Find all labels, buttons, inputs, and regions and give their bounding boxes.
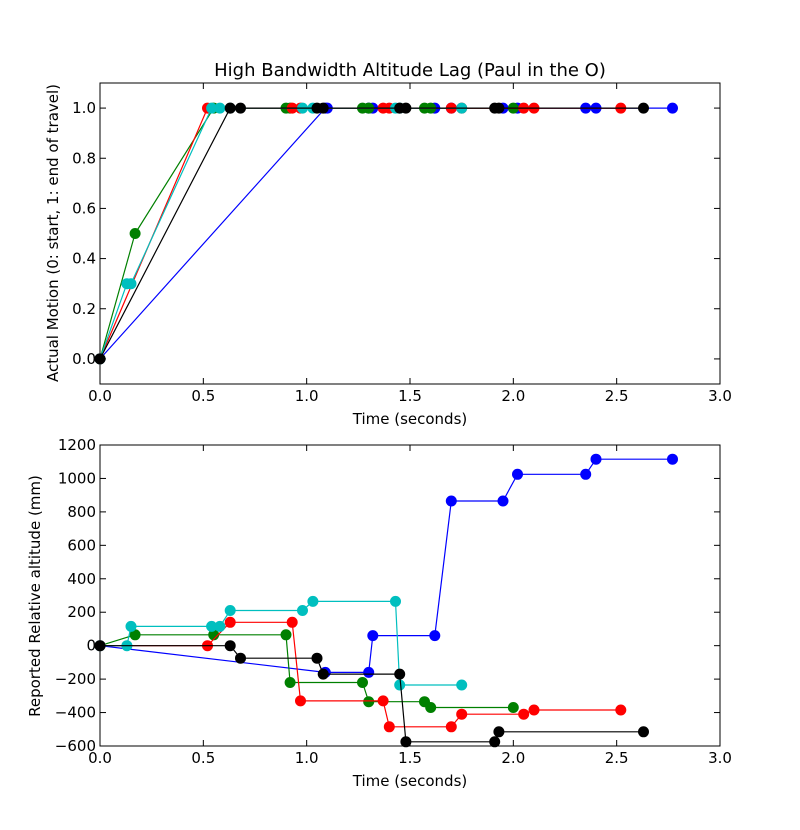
motion-green-point <box>129 228 141 239</box>
altitude-black-point <box>489 736 501 748</box>
altitude-cyan-point <box>214 620 226 632</box>
altitude-cyan-point <box>297 605 308 616</box>
altitude-chart: 0.0 0.5 1.0 1.5 2.0 2.5 3.0 −600 −400 −200 0 200 40… <box>26 436 732 790</box>
altitude-blue-point <box>590 453 602 465</box>
motion-black-point <box>638 102 649 114</box>
altitude-x-tick-label: 2.5 <box>605 749 629 767</box>
altitude-x-tick-label: 1.0 <box>295 749 319 767</box>
altitude-blue-point <box>445 495 457 507</box>
altitude-green-point <box>507 702 519 713</box>
altitude-black-point <box>493 726 505 738</box>
altitude-green-point <box>425 702 437 713</box>
motion-x-axis-label: Time (seconds) <box>352 410 468 428</box>
altitude-x-tick-label: 1.5 <box>398 749 422 767</box>
altitude-x-tick-label: 0.5 <box>191 749 215 767</box>
altitude-y-tick-label: −600 <box>55 737 96 755</box>
motion-y-tick-label: 0.8 <box>72 149 96 167</box>
altitude-blue-point <box>512 468 523 480</box>
motion-x-tick-label: 1.5 <box>398 387 422 405</box>
altitude-red-point <box>383 721 395 733</box>
altitude-cyan-point <box>390 595 401 607</box>
motion-black-point <box>317 102 329 114</box>
motion-black-point <box>224 102 236 114</box>
altitude-y-tick-label: 200 <box>67 603 96 621</box>
motion-y-tick-label: 0.2 <box>72 300 96 318</box>
altitude-red-point <box>286 616 298 628</box>
altitude-y-tick-label: −200 <box>55 670 96 688</box>
altitude-black-point <box>311 652 323 664</box>
altitude-black-point <box>317 668 329 680</box>
altitude-green-point <box>363 696 375 708</box>
altitude-plot-frame <box>99 444 721 747</box>
motion-y-tick-label: 0.0 <box>72 350 96 368</box>
altitude-x-tick-label: 3.0 <box>708 749 732 767</box>
motion-black-point <box>400 102 412 114</box>
motion-y-tick-label: 0.4 <box>72 250 96 268</box>
altitude-y-tick-label: 0 <box>86 637 96 655</box>
altitude-red-point <box>295 695 306 707</box>
altitude-red-point <box>377 695 389 707</box>
motion-y-tick-label: 1.0 <box>72 99 96 117</box>
altitude-green-point <box>357 677 368 688</box>
motion-x-tick-label: 0.5 <box>191 387 215 405</box>
altitude-blue-point <box>580 468 592 480</box>
altitude-red-point <box>456 708 468 720</box>
motion-y-axis: 0.0 0.2 0.4 0.6 0.8 1.0 <box>72 99 720 368</box>
altitude-black-point <box>638 726 649 738</box>
altitude-x-tick-label: 2.0 <box>501 749 525 767</box>
altitude-green-point <box>284 677 296 688</box>
motion-y-axis-label: Actual Motion (0: start, 1: end of trave… <box>44 84 62 382</box>
altitude-blue-point <box>363 666 375 678</box>
motion-chart: High Bandwidth Altitude Lag (Paul in the… <box>44 60 732 428</box>
altitude-red-point <box>528 704 540 716</box>
altitude-y-tick-label: 400 <box>67 570 96 588</box>
motion-black-point <box>493 102 505 114</box>
altitude-cyan-point <box>224 605 236 616</box>
altitude-series-layer <box>94 453 678 748</box>
motion-black-point <box>235 102 246 114</box>
altitude-y-axis-label: Reported Relative altitude (mm) <box>26 475 44 717</box>
motion-x-tick-label: 0.0 <box>88 387 112 405</box>
motion-x-axis: 0.0 0.5 1.0 1.5 2.0 2.5 3.0 <box>88 83 732 405</box>
altitude-cyan-point <box>307 595 319 607</box>
altitude-x-tick-label: 0.0 <box>88 749 112 767</box>
altitude-y-tick-label: 600 <box>67 536 96 554</box>
motion-x-tick-label: 2.5 <box>605 387 629 405</box>
altitude-red-point <box>445 721 457 733</box>
motion-chart-title: High Bandwidth Altitude Lag (Paul in the… <box>214 60 606 81</box>
altitude-black-point <box>394 668 406 680</box>
altitude-black-point <box>400 736 412 748</box>
altitude-x-axis-label: Time (seconds) <box>352 772 468 790</box>
altitude-blue-point <box>367 630 379 642</box>
altitude-y-tick-label: 1000 <box>58 469 96 487</box>
altitude-black-point <box>224 640 236 652</box>
motion-y-tick-label: 0.6 <box>72 199 96 217</box>
altitude-red-point <box>224 616 236 628</box>
altitude-y-tick-label: 800 <box>67 503 96 521</box>
altitude-green-point <box>280 629 292 641</box>
motion-blue-point <box>667 102 678 114</box>
motion-x-tick-label: 3.0 <box>708 387 732 405</box>
altitude-y-tick-label: −400 <box>55 704 96 722</box>
altitude-red-point <box>615 704 627 716</box>
altitude-cyan-point <box>394 679 406 691</box>
altitude-x-axis: 0.0 0.5 1.0 1.5 2.0 2.5 3.0 <box>88 445 732 767</box>
altitude-red-point <box>518 708 530 720</box>
altitude-black-point <box>235 652 246 664</box>
motion-cyan-point <box>214 102 226 114</box>
motion-series-layer <box>94 102 678 365</box>
motion-x-tick-label: 2.0 <box>501 387 525 405</box>
altitude-y-axis: −600 −400 −200 0 200 400 600 800 1000 1200 <box>55 436 720 755</box>
altitude-y-tick-label: 1200 <box>58 436 96 454</box>
altitude-blue-point <box>497 495 509 507</box>
motion-plot-frame <box>99 82 721 385</box>
altitude-cyan-point <box>125 620 137 632</box>
altitude-blue-point <box>429 630 441 642</box>
motion-x-tick-label: 1.0 <box>295 387 319 405</box>
altitude-cyan-point <box>456 679 468 691</box>
altitude-blue-point <box>667 453 678 465</box>
motion-cyan-point <box>125 278 137 290</box>
